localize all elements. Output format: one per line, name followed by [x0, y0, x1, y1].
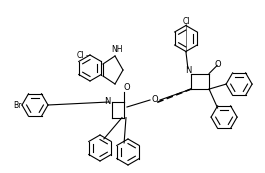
Text: NH: NH	[111, 45, 123, 54]
Text: O: O	[152, 95, 158, 104]
Text: Cl: Cl	[76, 51, 84, 60]
Text: Br: Br	[13, 101, 21, 110]
Text: O: O	[215, 60, 222, 69]
Text: N: N	[104, 98, 110, 107]
Text: N: N	[185, 66, 191, 75]
Text: Cl: Cl	[182, 17, 190, 26]
Text: O: O	[124, 84, 130, 93]
